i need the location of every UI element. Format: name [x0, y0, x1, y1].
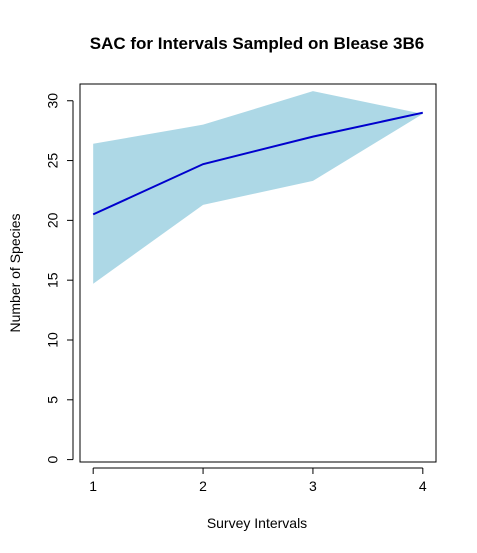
y-tick-label: 5 — [45, 396, 61, 404]
plot-frame — [79, 83, 437, 463]
x-tick-label: 2 — [199, 478, 207, 494]
mean-line-series — [92, 111, 424, 216]
y-tick-label: 25 — [45, 153, 61, 169]
y-tick-label: 10 — [45, 332, 61, 348]
plot-area — [79, 83, 437, 463]
x-axis-label: Survey Intervals — [207, 515, 307, 531]
y-axis: 0 5 10 15 20 25 30 — [45, 93, 74, 464]
y-tick-label: 20 — [45, 212, 61, 228]
chart-title: SAC for Intervals Sampled on Blease 3B6 — [90, 34, 424, 53]
confidence-band — [93, 91, 423, 284]
y-tick-label: 0 — [45, 456, 61, 464]
y-tick-label: 30 — [45, 93, 61, 109]
x-axis: 1 2 3 4 — [89, 467, 427, 494]
y-tick-label: 15 — [45, 272, 61, 288]
x-tick-label: 4 — [419, 478, 427, 494]
y-axis-label: Number of Species — [7, 213, 23, 332]
x-tick-label: 1 — [89, 478, 97, 494]
x-tick-label: 3 — [309, 478, 317, 494]
